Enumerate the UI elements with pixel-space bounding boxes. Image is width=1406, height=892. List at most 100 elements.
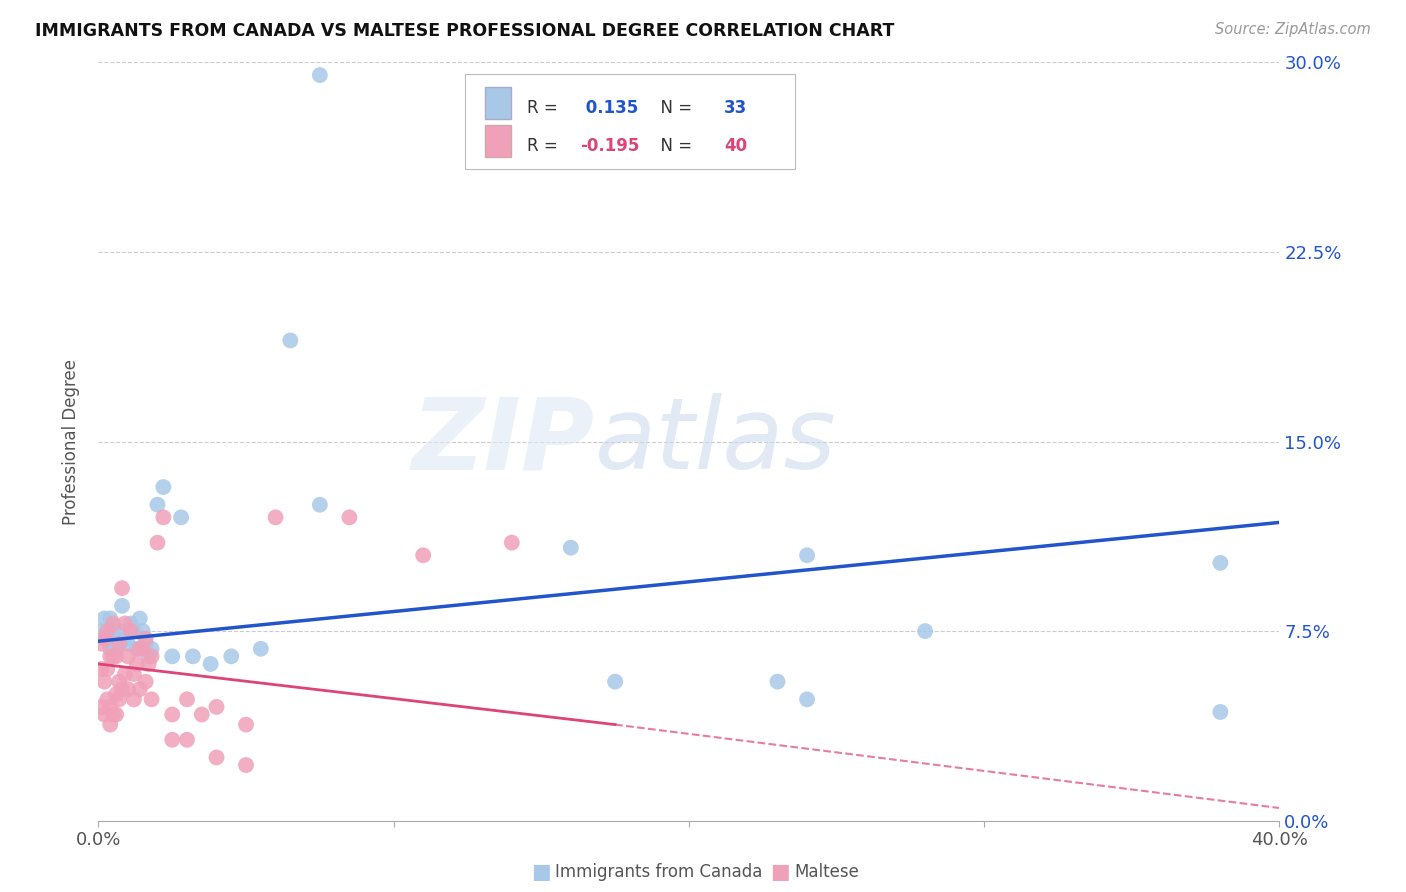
Text: Source: ZipAtlas.com: Source: ZipAtlas.com: [1215, 22, 1371, 37]
Text: ■: ■: [770, 863, 790, 882]
Point: [117, 682, 139, 697]
Point: [108, 692, 131, 706]
Point: [205, 699, 228, 714]
Point: [132, 624, 155, 639]
Point: [122, 667, 145, 681]
Point: [108, 624, 131, 639]
Point: [162, 707, 183, 722]
Point: [135, 637, 157, 651]
Point: [605, 674, 627, 689]
Point: [138, 649, 160, 664]
Point: [152, 480, 174, 494]
Point: [141, 641, 163, 656]
Point: [103, 637, 125, 651]
Point: [309, 68, 332, 82]
Point: [264, 510, 287, 524]
Bar: [485, 126, 510, 157]
Point: [105, 649, 128, 664]
Text: IMMIGRANTS FROM CANADA VS MALTESE PROFESSIONAL DEGREE CORRELATION CHART: IMMIGRANTS FROM CANADA VS MALTESE PROFES…: [35, 22, 894, 40]
Y-axis label: Professional Degree: Professional Degree: [62, 359, 80, 524]
Point: [162, 649, 183, 664]
Point: [1209, 705, 1232, 719]
Point: [141, 649, 163, 664]
Point: [914, 624, 936, 639]
Text: R =: R =: [527, 136, 564, 155]
Point: [796, 692, 818, 706]
Point: [181, 649, 204, 664]
Point: [339, 510, 361, 524]
Point: [152, 510, 174, 524]
Point: [90, 662, 112, 676]
Point: [111, 581, 134, 595]
Point: [205, 750, 228, 764]
Point: [560, 541, 582, 555]
Point: [280, 334, 302, 348]
Point: [93, 674, 115, 689]
Text: atlas: atlas: [595, 393, 837, 490]
Point: [176, 692, 198, 706]
Point: [96, 662, 118, 676]
Point: [98, 641, 121, 656]
Point: [105, 632, 128, 646]
Point: [98, 699, 121, 714]
Point: [90, 637, 112, 651]
Point: [162, 732, 183, 747]
Point: [105, 641, 128, 656]
Point: [103, 649, 125, 664]
Point: [103, 624, 125, 639]
Point: [170, 510, 193, 524]
Point: [90, 699, 112, 714]
Point: [105, 687, 128, 701]
Point: [141, 692, 163, 706]
Text: Maltese: Maltese: [794, 863, 859, 881]
Point: [114, 616, 136, 631]
Text: 33: 33: [724, 99, 748, 117]
Point: [1209, 556, 1232, 570]
Point: [135, 632, 157, 646]
Point: [93, 611, 115, 625]
Point: [120, 624, 142, 639]
Point: [235, 758, 257, 772]
Point: [114, 667, 136, 681]
Point: [96, 692, 118, 706]
Point: [122, 692, 145, 706]
Point: [138, 657, 160, 671]
Point: [132, 641, 155, 656]
Point: [96, 624, 118, 639]
Text: N =: N =: [650, 99, 697, 117]
Point: [135, 674, 157, 689]
Point: [128, 682, 150, 697]
Text: 40: 40: [724, 136, 748, 155]
Text: N =: N =: [650, 136, 697, 155]
Point: [125, 641, 148, 656]
Point: [128, 641, 150, 656]
Point: [128, 611, 150, 625]
Point: [200, 657, 222, 671]
Point: [235, 717, 257, 731]
Point: [90, 624, 112, 639]
Point: [117, 649, 139, 664]
Point: [120, 616, 142, 631]
Text: R =: R =: [527, 99, 564, 117]
Point: [117, 637, 139, 651]
Point: [146, 535, 169, 549]
Point: [108, 674, 131, 689]
Point: [412, 548, 434, 563]
Point: [111, 599, 134, 613]
Point: [93, 632, 115, 646]
Point: [111, 682, 134, 697]
Point: [146, 498, 169, 512]
Point: [125, 657, 148, 671]
Point: [250, 641, 273, 656]
Text: ZIP: ZIP: [412, 393, 595, 490]
Text: -0.195: -0.195: [581, 136, 640, 155]
Point: [191, 707, 214, 722]
Text: ■: ■: [531, 863, 551, 882]
Point: [96, 632, 118, 646]
Point: [114, 632, 136, 646]
Point: [309, 498, 332, 512]
Point: [108, 637, 131, 651]
Point: [103, 616, 125, 631]
Point: [98, 649, 121, 664]
FancyBboxPatch shape: [464, 74, 796, 169]
